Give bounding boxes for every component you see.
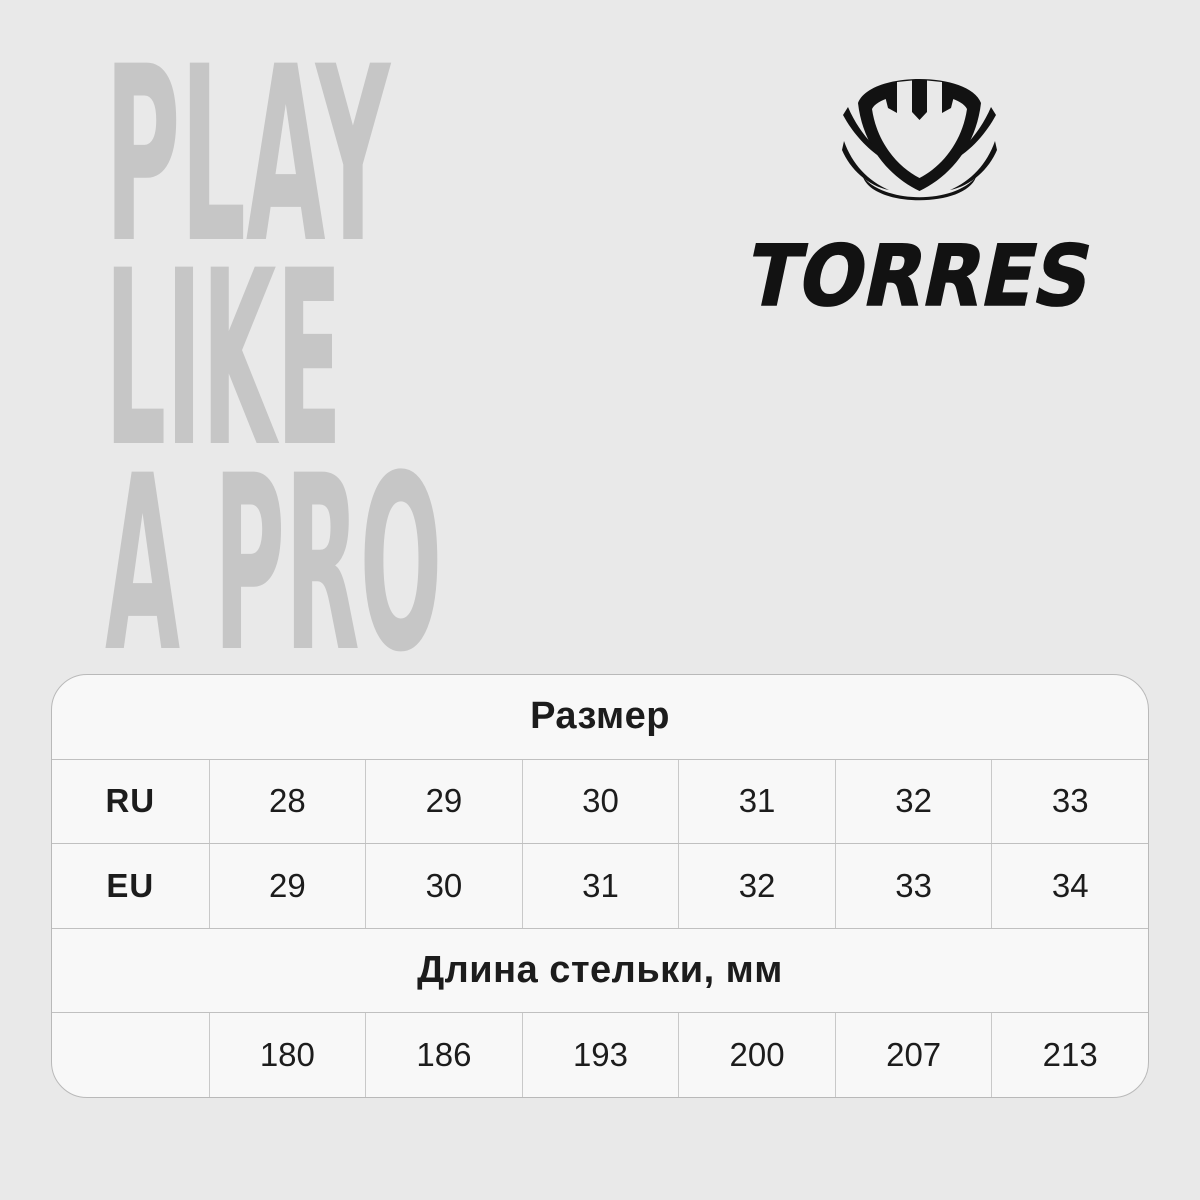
insole-header-label: Длина стельки, мм xyxy=(417,949,783,992)
size-cell: 30 xyxy=(521,759,679,844)
watermark-line-3: A PRO xyxy=(105,424,442,705)
watermark-line-1: PLAY xyxy=(105,15,392,296)
watermark: PLAY LIKE A PRO xyxy=(105,15,442,705)
insole-cell: 207 xyxy=(834,1013,992,1097)
row-label-ru: RU xyxy=(105,782,156,820)
size-cell: 34 xyxy=(991,844,1148,928)
size-cell: 32 xyxy=(834,759,992,844)
size-cell: 28 xyxy=(208,759,366,844)
insole-values-row: 180 186 193 200 207 213 xyxy=(52,1012,1148,1097)
size-row-eu: EU 29 30 31 32 33 34 xyxy=(52,843,1148,928)
insole-cell: 186 xyxy=(365,1013,522,1097)
torres-wordmark: TORRES xyxy=(739,228,1102,326)
torres-shield-emblem-icon xyxy=(842,79,997,201)
size-table-header-row: Размер xyxy=(52,675,1148,759)
size-cell: 32 xyxy=(678,844,835,928)
row-label-eu: EU xyxy=(106,866,155,904)
size-cell: 33 xyxy=(834,844,992,928)
insole-cell: 180 xyxy=(208,1013,366,1097)
insole-cell: 200 xyxy=(678,1013,835,1097)
insole-cell: 213 xyxy=(991,1013,1148,1097)
size-header-label: Размер xyxy=(530,695,670,738)
size-table: Размер RU 28 29 30 31 32 33 EU 29 30 31 … xyxy=(51,674,1149,1098)
watermark-line-2: LIKE xyxy=(105,219,342,500)
row-label-empty xyxy=(52,1013,209,1097)
size-cell: 33 xyxy=(991,759,1148,844)
size-row-ru: RU 28 29 30 31 32 33 xyxy=(52,758,1148,844)
size-cell: 31 xyxy=(678,759,835,844)
size-cell: 29 xyxy=(208,844,366,928)
size-cell: 31 xyxy=(521,844,679,928)
insole-cell: 193 xyxy=(521,1013,679,1097)
insole-header-row: Длина стельки, мм xyxy=(52,927,1148,1013)
size-cell: 30 xyxy=(365,844,522,928)
size-cell: 29 xyxy=(365,759,522,844)
